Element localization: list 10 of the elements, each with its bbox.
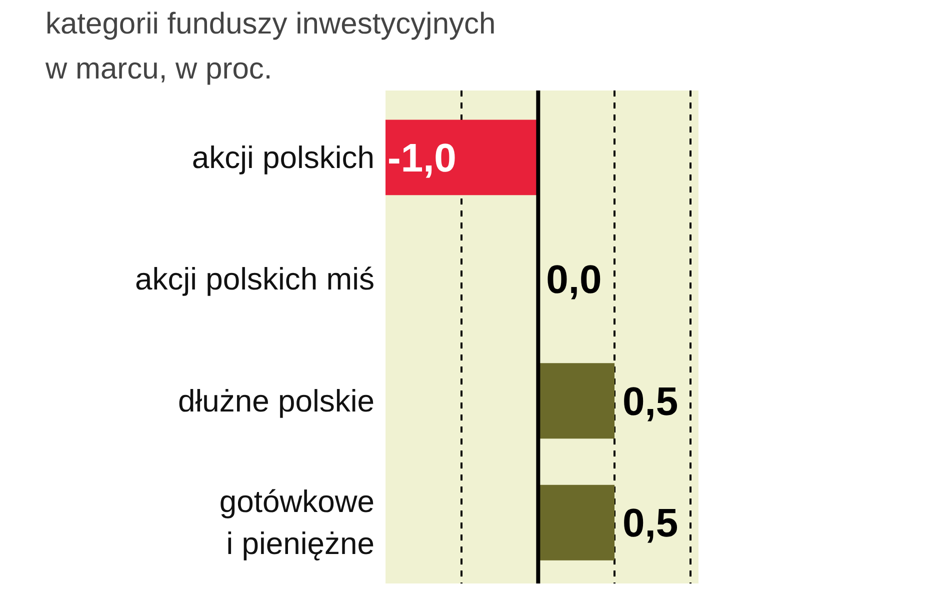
y-tick-label: gotówkowe i pieniężne (219, 484, 375, 562)
y-tick-label: akcji polskich (192, 140, 374, 175)
data-label: -1,0 (388, 136, 456, 180)
chart-subtitle: w marcu, w proc. (44, 52, 272, 86)
data-label: 0,5 (622, 380, 678, 424)
y-tick-label: dłużne polskie (178, 383, 375, 418)
y-tick-label: akcji polskich miś (135, 262, 375, 297)
chart-title: kategorii funduszy inwestycyjnych (46, 8, 496, 40)
data-label: 0,5 (622, 502, 678, 546)
data-label: 0,0 (546, 258, 602, 302)
